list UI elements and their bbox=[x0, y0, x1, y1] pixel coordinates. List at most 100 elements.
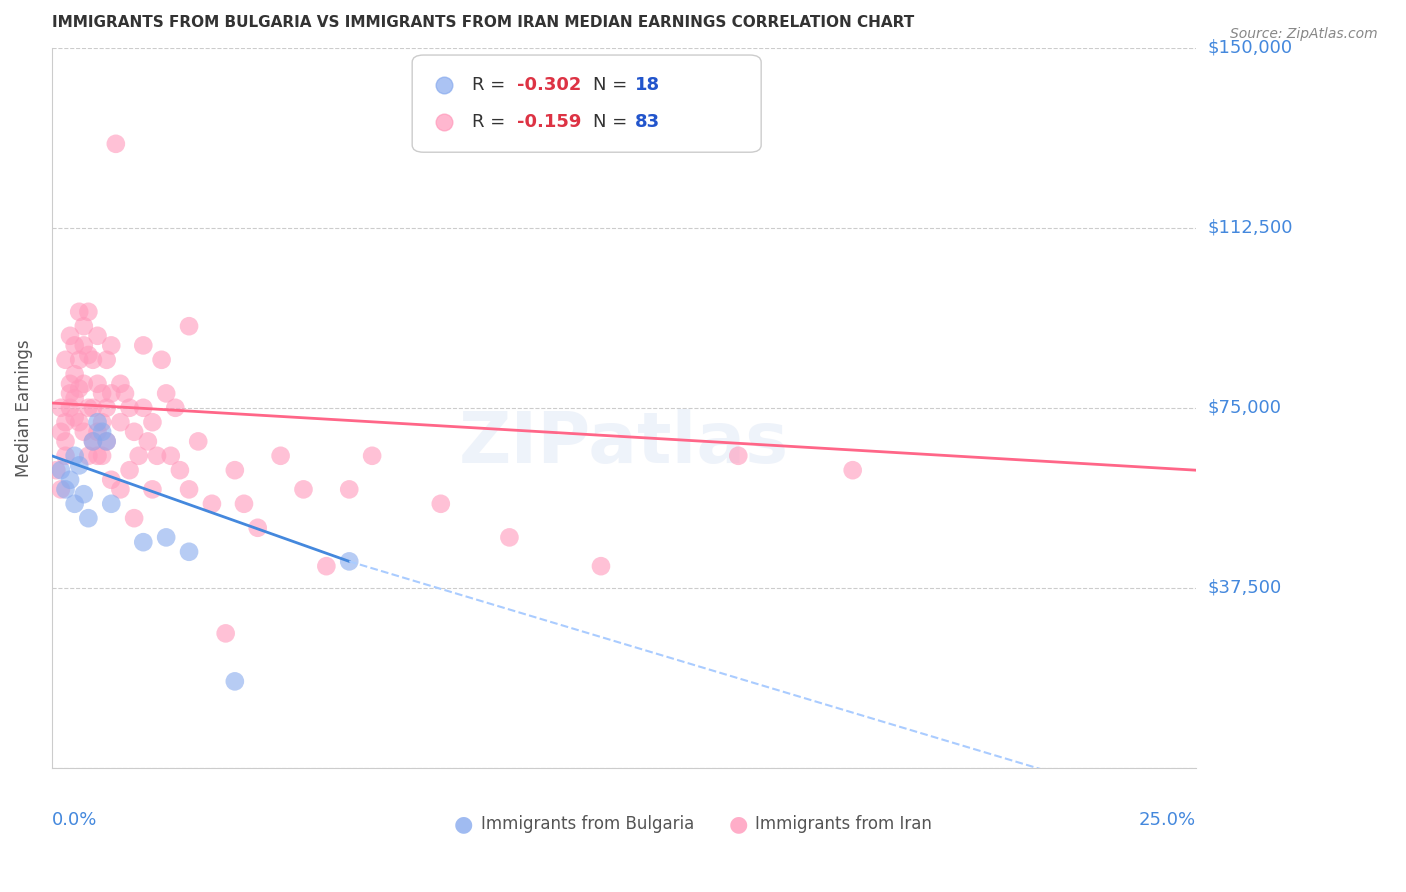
Text: $112,500: $112,500 bbox=[1208, 219, 1292, 236]
Point bbox=[233, 497, 256, 511]
Point bbox=[55, 352, 77, 367]
Point bbox=[49, 483, 72, 497]
Text: 18: 18 bbox=[636, 77, 661, 95]
Point bbox=[100, 473, 122, 487]
Point bbox=[73, 319, 96, 334]
Point bbox=[141, 483, 163, 497]
Point bbox=[100, 386, 122, 401]
Text: IMMIGRANTS FROM BULGARIA VS IMMIGRANTS FROM IRAN MEDIAN EARNINGS CORRELATION CHA: IMMIGRANTS FROM BULGARIA VS IMMIGRANTS F… bbox=[52, 15, 914, 30]
Text: ●: ● bbox=[728, 814, 748, 835]
Point bbox=[155, 530, 177, 544]
Point bbox=[67, 382, 90, 396]
Point bbox=[45, 463, 67, 477]
Point bbox=[589, 559, 612, 574]
Point bbox=[59, 473, 82, 487]
Text: $75,000: $75,000 bbox=[1208, 399, 1281, 417]
Text: -0.302: -0.302 bbox=[517, 77, 582, 95]
Point bbox=[49, 401, 72, 415]
Text: 25.0%: 25.0% bbox=[1139, 811, 1197, 829]
Point bbox=[73, 487, 96, 501]
Point bbox=[63, 391, 86, 405]
Point bbox=[110, 376, 132, 391]
Point bbox=[122, 511, 145, 525]
Point bbox=[224, 463, 246, 477]
Point bbox=[77, 348, 100, 362]
Text: ZIPatlas: ZIPatlas bbox=[458, 409, 789, 478]
Point bbox=[727, 449, 749, 463]
Point bbox=[169, 463, 191, 477]
Point bbox=[177, 483, 200, 497]
Point bbox=[100, 338, 122, 352]
Text: R =: R = bbox=[471, 77, 510, 95]
Point bbox=[55, 415, 77, 429]
Point bbox=[82, 434, 104, 449]
Text: -0.159: -0.159 bbox=[517, 113, 582, 131]
Point bbox=[841, 463, 863, 477]
Point bbox=[96, 352, 118, 367]
Text: Source: ZipAtlas.com: Source: ZipAtlas.com bbox=[1230, 27, 1378, 41]
Point bbox=[270, 449, 292, 463]
Point bbox=[91, 449, 114, 463]
Point bbox=[132, 338, 155, 352]
Point bbox=[73, 376, 96, 391]
Point bbox=[82, 352, 104, 367]
Point bbox=[315, 559, 337, 574]
Point bbox=[91, 386, 114, 401]
Point bbox=[86, 415, 108, 429]
Point bbox=[63, 410, 86, 425]
Point bbox=[55, 449, 77, 463]
Point bbox=[150, 352, 173, 367]
Point bbox=[67, 305, 90, 319]
Point bbox=[177, 319, 200, 334]
Point bbox=[63, 449, 86, 463]
Text: N =: N = bbox=[593, 77, 633, 95]
Text: N =: N = bbox=[593, 113, 633, 131]
Point bbox=[59, 386, 82, 401]
Point bbox=[91, 425, 114, 439]
Point bbox=[86, 425, 108, 439]
Text: ●: ● bbox=[454, 814, 474, 835]
Point bbox=[128, 449, 150, 463]
Point bbox=[86, 449, 108, 463]
Point bbox=[224, 674, 246, 689]
Text: R =: R = bbox=[471, 113, 510, 131]
Point bbox=[215, 626, 238, 640]
Point bbox=[96, 434, 118, 449]
Point bbox=[292, 483, 315, 497]
Point bbox=[86, 328, 108, 343]
Point bbox=[59, 401, 82, 415]
Point bbox=[118, 463, 141, 477]
Point bbox=[63, 368, 86, 382]
Point bbox=[110, 415, 132, 429]
Point bbox=[77, 511, 100, 525]
Point bbox=[159, 449, 181, 463]
Point bbox=[498, 530, 520, 544]
Point bbox=[49, 425, 72, 439]
Point bbox=[187, 434, 209, 449]
Point bbox=[246, 521, 269, 535]
Point bbox=[104, 136, 127, 151]
Point bbox=[114, 386, 136, 401]
FancyBboxPatch shape bbox=[412, 55, 761, 153]
Point bbox=[141, 415, 163, 429]
Point bbox=[132, 535, 155, 549]
Point bbox=[59, 328, 82, 343]
Point bbox=[132, 401, 155, 415]
Point bbox=[77, 449, 100, 463]
Point bbox=[100, 497, 122, 511]
Point bbox=[136, 434, 159, 449]
Point bbox=[77, 401, 100, 415]
Point bbox=[155, 386, 177, 401]
Point bbox=[73, 338, 96, 352]
Text: Immigrants from Iran: Immigrants from Iran bbox=[755, 814, 932, 832]
Point bbox=[96, 401, 118, 415]
Text: Immigrants from Bulgaria: Immigrants from Bulgaria bbox=[481, 814, 695, 832]
Point bbox=[77, 305, 100, 319]
Point bbox=[55, 483, 77, 497]
Point bbox=[59, 376, 82, 391]
Point bbox=[122, 425, 145, 439]
Y-axis label: Median Earnings: Median Earnings bbox=[15, 339, 32, 476]
Point bbox=[82, 401, 104, 415]
Point bbox=[49, 463, 72, 477]
Point bbox=[337, 483, 360, 497]
